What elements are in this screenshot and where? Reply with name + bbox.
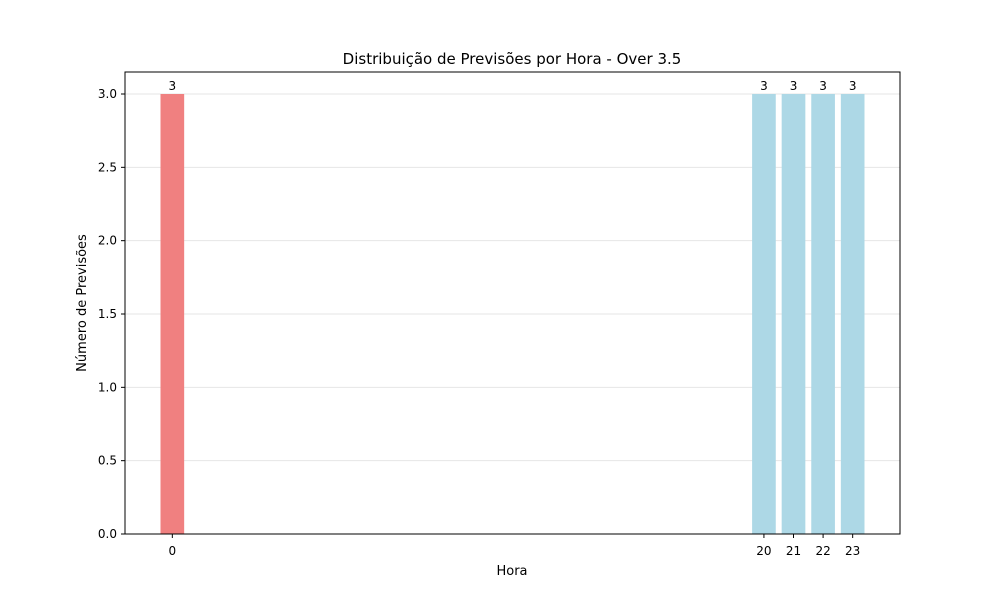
bar-value-label: 3 <box>760 79 768 93</box>
y-tick-label: 1.0 <box>98 380 117 394</box>
bar-value-label: 3 <box>819 79 827 93</box>
y-tick-label: 0.0 <box>98 527 117 541</box>
data-labels: 3 3 3 3 3 <box>169 79 857 93</box>
y-tick-label: 2.5 <box>98 160 117 174</box>
bars <box>160 94 865 534</box>
x-tick-label: 23 <box>845 544 860 558</box>
x-axis-ticks: 0 20 21 22 23 <box>169 534 860 558</box>
plot-frame <box>124 71 901 535</box>
bar <box>840 94 865 534</box>
bar-value-label: 3 <box>790 79 798 93</box>
x-tick-label: 22 <box>815 544 830 558</box>
y-tick-label: 3.0 <box>98 87 117 101</box>
y-tick-label: 1.5 <box>98 307 117 321</box>
y-axis-label: Número de Previsões <box>75 234 90 372</box>
bar <box>160 94 185 534</box>
x-axis-label: Hora <box>496 564 527 579</box>
x-tick-label: 21 <box>786 544 801 558</box>
y-tick-label: 0.5 <box>98 454 117 468</box>
bar <box>781 94 806 534</box>
bar-value-label: 3 <box>169 79 177 93</box>
y-tick-label: 2.0 <box>98 234 117 248</box>
y-axis-ticks: 0.0 0.5 1.0 1.5 2.0 2.5 3.0 <box>98 87 125 541</box>
bar-value-label: 3 <box>849 79 857 93</box>
chart-title: Distribuição de Previsões por Hora - Ove… <box>343 50 682 68</box>
x-tick-label: 0 <box>169 544 177 558</box>
x-tick-label: 20 <box>756 544 771 558</box>
bar <box>811 94 835 534</box>
bar <box>752 94 776 534</box>
